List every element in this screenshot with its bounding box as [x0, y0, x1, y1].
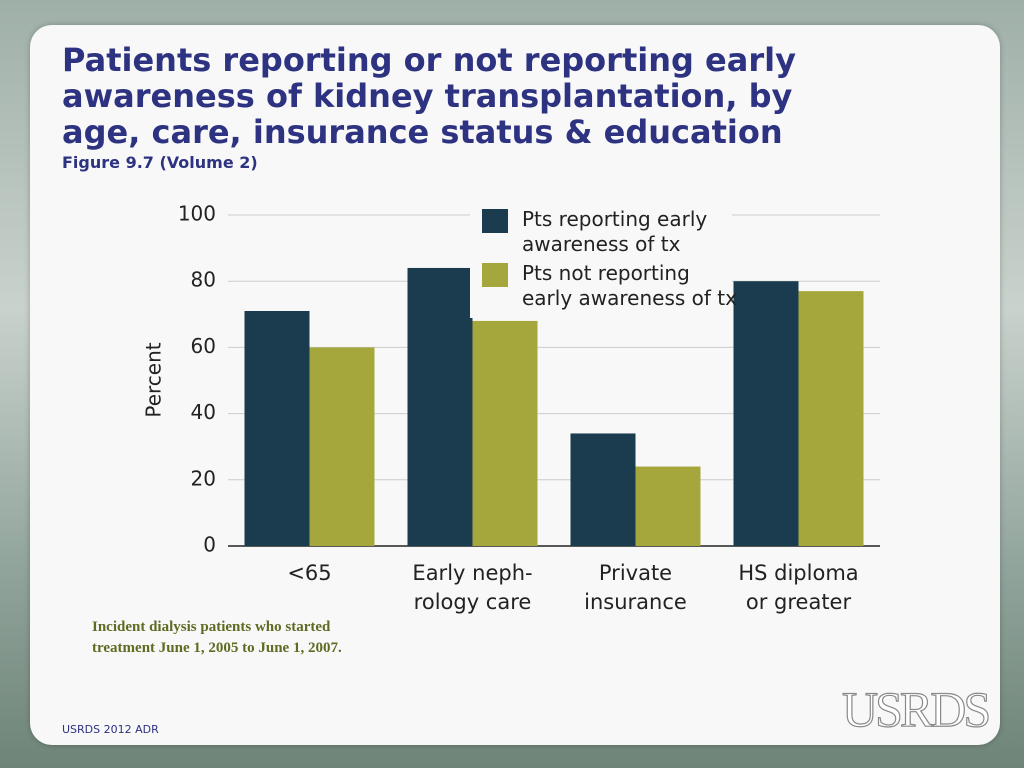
- y-tick-label: 40: [191, 400, 216, 424]
- y-tick-label: 80: [191, 268, 216, 292]
- bar: [798, 291, 864, 546]
- y-tick-label: 100: [178, 202, 216, 226]
- legend-swatch: [482, 263, 508, 287]
- bar: [309, 347, 375, 546]
- legend-swatch: [482, 209, 508, 233]
- x-tick-label: Early neph- rology care: [412, 561, 533, 614]
- y-tick-label: 60: [191, 334, 216, 358]
- bar: [472, 320, 538, 546]
- bar: [244, 310, 310, 546]
- footnote: Incident dialysis patients who started t…: [92, 619, 342, 656]
- bar: [635, 466, 701, 546]
- bar: [407, 267, 473, 546]
- y-tick-label: 0: [203, 533, 216, 557]
- logo: USRDS: [841, 680, 991, 737]
- y-tick-label: 20: [191, 466, 216, 490]
- chart-subtitle: Figure 9.7 (Volume 2): [62, 153, 258, 172]
- footer: USRDS 2012 ADR: [62, 723, 159, 736]
- legend-label: Pts not reporting early awareness of tx: [522, 261, 737, 310]
- x-tick-label: Private insurance: [584, 561, 687, 614]
- x-tick-label: <65: [287, 561, 332, 585]
- chart-title: Patients reporting or not reporting earl…: [62, 41, 796, 151]
- legend-label: Pts reporting early awareness of tx: [522, 207, 708, 256]
- x-tick-label: HS diploma or greater: [738, 561, 859, 614]
- bar: [570, 433, 636, 546]
- y-axis-label: Percent: [142, 342, 166, 417]
- bar: [733, 281, 799, 546]
- legend-background: [470, 200, 732, 318]
